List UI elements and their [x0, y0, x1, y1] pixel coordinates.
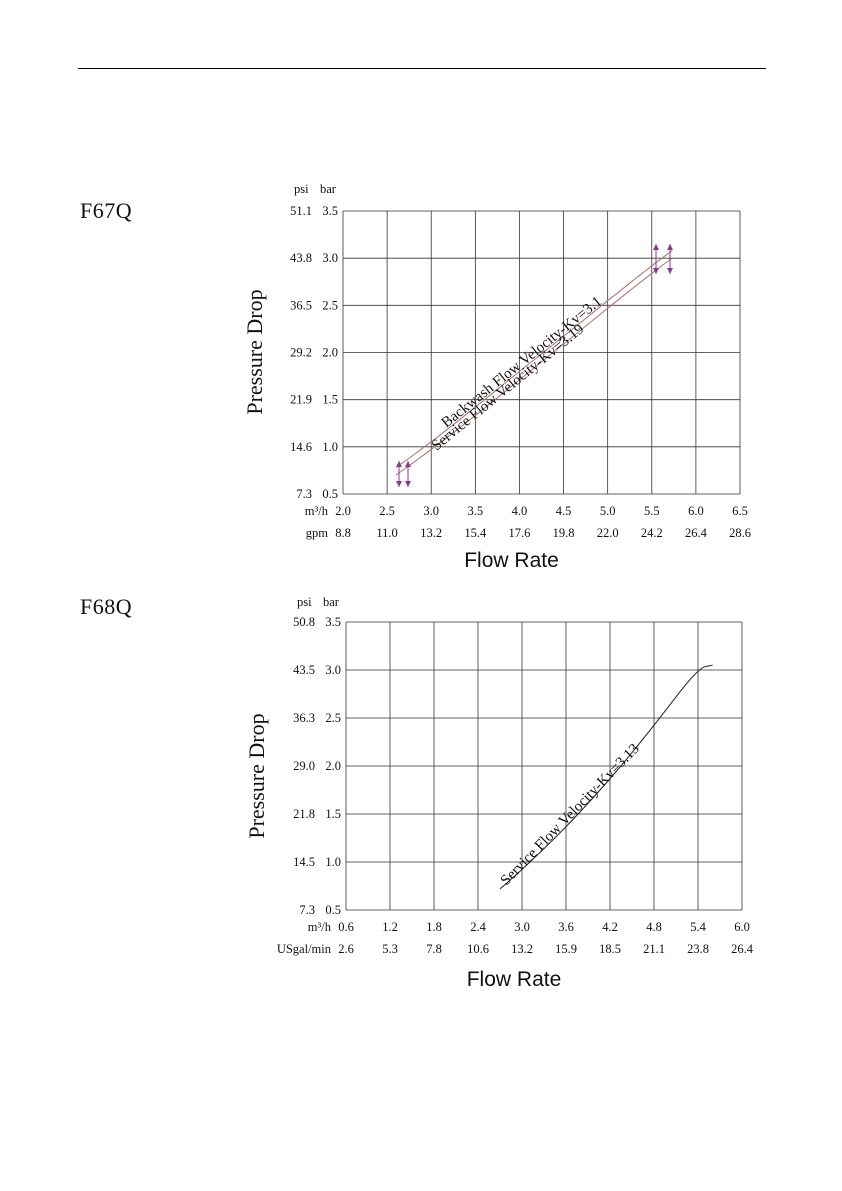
y-tick-psi: 50.8: [293, 615, 315, 629]
range-arrow-head: [667, 268, 673, 274]
range-arrow-head: [405, 461, 411, 467]
header-rule: [78, 68, 766, 69]
x-tick-primary: 4.2: [602, 920, 618, 934]
x-tick-secondary: 11.0: [376, 526, 397, 540]
y-tick-psi: 14.6: [290, 440, 312, 454]
y-axis-title: Pressure Drop: [242, 289, 267, 414]
range-arrow-head: [667, 244, 673, 250]
x-tick-primary: 2.0: [335, 504, 351, 518]
y-tick-psi: 43.8: [290, 251, 312, 265]
x-tick-primary: 1.8: [426, 920, 442, 934]
x-tick-secondary: 10.6: [467, 942, 489, 956]
x-tick-secondary: 19.8: [553, 526, 575, 540]
x-tick-secondary: 24.2: [641, 526, 663, 540]
x-unit-secondary: gpm: [306, 526, 329, 540]
x-tick-primary: 4.8: [646, 920, 662, 934]
x-tick-secondary: 28.6: [729, 526, 751, 540]
y-tick-bar: 2.0: [322, 346, 338, 360]
x-tick-secondary: 22.0: [597, 526, 619, 540]
y-tick-psi: 43.5: [293, 663, 315, 677]
model-title-f67q: F67Q: [80, 198, 133, 223]
y-unit-bar: bar: [323, 595, 340, 609]
range-arrow-head: [653, 244, 659, 250]
x-tick-primary: 3.5: [468, 504, 484, 518]
y-axis-title: Pressure Drop: [244, 713, 269, 838]
y-tick-bar: 2.5: [325, 711, 341, 725]
y-tick-psi: 36.5: [290, 298, 312, 312]
y-tick-bar: 1.5: [322, 393, 338, 407]
x-tick-primary: 5.5: [644, 504, 660, 518]
chart-f67q: psi bar 51.1 43.8 36.5 29.2 21.9 14.6 7.3 3.5 3.0 2…: [242, 182, 751, 572]
x-tick-primary: 5.0: [600, 504, 616, 518]
x-tick-primary: 0.6: [338, 920, 354, 934]
y-tick-bar: 1.5: [325, 807, 341, 821]
x-tick-secondary: 2.6: [338, 942, 354, 956]
y-tick-bar: 3.0: [325, 663, 341, 677]
x-tick-primary: 3.0: [514, 920, 530, 934]
x-unit-secondary: USgal/min: [277, 942, 332, 956]
y-tick-bar: 3.0: [322, 251, 338, 265]
y-tick-psi: 36.3: [293, 711, 315, 725]
x-tick-primary: 4.5: [556, 504, 572, 518]
y-tick-psi: 7.3: [299, 903, 315, 917]
y-tick-psi: 29.0: [293, 759, 315, 773]
y-tick-bar: 0.5: [325, 903, 341, 917]
y-tick-psi: 21.9: [290, 393, 312, 407]
x-tick-primary: 2.5: [379, 504, 395, 518]
y-unit-psi: psi: [297, 595, 312, 609]
x-tick-secondary: 5.3: [382, 942, 398, 956]
series-curve: [499, 664, 714, 890]
x-tick-primary: 6.5: [732, 504, 748, 518]
y-tick-psi: 51.1: [290, 204, 312, 218]
x-tick-secondary: 8.8: [335, 526, 351, 540]
x-tick-secondary: 15.9: [555, 942, 577, 956]
x-axis-title: Flow Rate: [467, 968, 562, 991]
range-arrow-head: [653, 268, 659, 274]
y-unit-psi: psi: [294, 182, 309, 196]
y-tick-bar: 0.5: [322, 487, 338, 501]
x-tick-secondary: 15.4: [464, 526, 487, 540]
y-tick-bar: 2.0: [325, 759, 341, 773]
x-unit-primary: m³/h: [305, 504, 329, 518]
y-tick-bar: 3.5: [325, 615, 341, 629]
y-tick-psi: 14.5: [293, 855, 315, 869]
y-tick-psi: 29.2: [290, 346, 312, 360]
x-tick-primary: 6.0: [688, 504, 704, 518]
x-tick-secondary: 21.1: [643, 942, 665, 956]
y-tick-psi: 7.3: [296, 487, 312, 501]
series-label: Service Flow Velocity-Kv=3.13: [498, 741, 643, 889]
x-tick-primary: 5.4: [690, 920, 706, 934]
model-title-f68q: F68Q: [80, 594, 133, 619]
x-tick-secondary: 13.2: [511, 942, 533, 956]
x-tick-secondary: 26.4: [685, 526, 708, 540]
range-arrow-head: [405, 481, 411, 487]
y-tick-bar: 3.5: [322, 204, 338, 218]
y-tick-bar: 1.0: [325, 855, 341, 869]
y-unit-bar: bar: [320, 182, 337, 196]
x-tick-secondary: 13.2: [420, 526, 442, 540]
x-unit-primary: m³/h: [308, 920, 332, 934]
range-arrow-head: [396, 481, 402, 487]
x-tick-secondary: 26.4: [731, 942, 754, 956]
series-curve: [395, 250, 673, 469]
y-tick-bar: 1.0: [322, 440, 338, 454]
x-tick-secondary: 7.8: [426, 942, 442, 956]
x-tick-secondary: 18.5: [599, 942, 621, 956]
x-axis-title: Flow Rate: [464, 549, 559, 572]
x-tick-primary: 2.4: [470, 920, 486, 934]
x-tick-primary: 4.0: [512, 504, 528, 518]
x-tick-primary: 1.2: [382, 920, 398, 934]
x-tick-primary: 3.6: [558, 920, 574, 934]
y-tick-bar: 2.5: [322, 298, 338, 312]
y-tick-psi: 21.8: [293, 807, 315, 821]
range-arrow-head: [396, 461, 402, 467]
x-tick-primary: 6.0: [734, 920, 750, 934]
x-tick-secondary: 17.6: [509, 526, 531, 540]
x-tick-secondary: 23.8: [687, 942, 709, 956]
x-tick-primary: 3.0: [423, 504, 439, 518]
